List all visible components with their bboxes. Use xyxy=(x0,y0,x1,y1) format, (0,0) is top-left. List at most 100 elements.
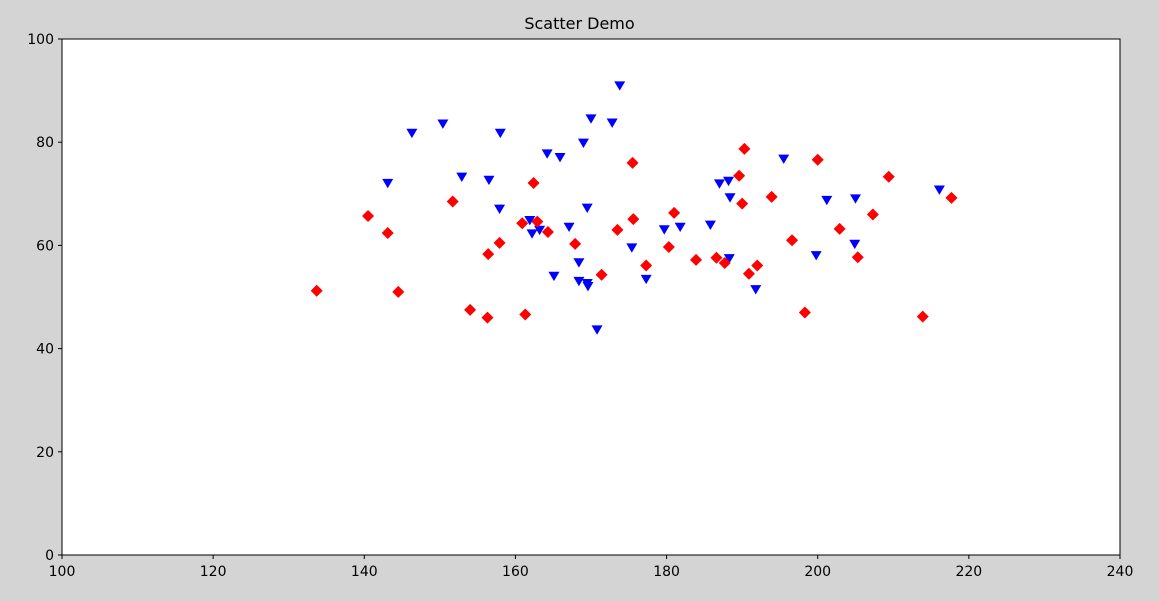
axis-ticks: 100 120 140 160 180 200 220 240 0 20 40 60 80 100 xyxy=(27,32,1133,580)
data-point-triangle xyxy=(724,193,736,203)
data-point-triangle xyxy=(614,81,626,91)
data-point-diamond xyxy=(811,153,824,166)
data-point-diamond xyxy=(866,208,879,221)
data-point-triangle xyxy=(541,149,553,159)
data-point-diamond xyxy=(710,251,723,264)
data-point-triangle xyxy=(810,251,822,261)
data-point-diamond xyxy=(381,227,394,240)
data-point-triangle xyxy=(850,194,861,204)
data-point-triangle xyxy=(821,195,833,206)
y-tick-label: 80 xyxy=(36,135,54,151)
data-point-triangle xyxy=(658,225,670,235)
data-point-triangle xyxy=(582,282,594,292)
data-point-triangle xyxy=(526,229,538,239)
x-tick-label: 160 xyxy=(502,564,529,580)
x-tick-label: 120 xyxy=(200,564,227,580)
data-point-triangle xyxy=(585,114,597,124)
data-point-triangle xyxy=(456,172,468,182)
data-point-diamond xyxy=(464,303,477,316)
plot-area xyxy=(62,39,1120,555)
chart-title: Scatter Demo xyxy=(524,14,635,33)
data-point-diamond xyxy=(392,285,405,298)
data-point-triangle xyxy=(554,153,566,163)
data-point-diamond xyxy=(481,311,494,324)
data-point-triangle xyxy=(713,179,725,189)
x-tick-label: 180 xyxy=(653,564,680,580)
y-tick-label: 0 xyxy=(45,548,54,564)
y-tick-label: 100 xyxy=(27,32,54,48)
x-tick-label: 140 xyxy=(351,564,378,580)
x-tick-label: 220 xyxy=(955,564,982,580)
data-point-triangle xyxy=(581,203,593,213)
data-point-diamond xyxy=(446,195,459,208)
data-point-diamond xyxy=(718,256,731,269)
data-point-triangle xyxy=(849,239,861,250)
data-point-triangle xyxy=(626,243,638,253)
data-point-diamond xyxy=(627,213,640,226)
data-point-diamond xyxy=(916,310,929,323)
y-tick-label: 60 xyxy=(36,238,54,254)
data-point-diamond xyxy=(362,209,375,222)
data-point-diamond xyxy=(742,267,755,280)
data-point-diamond xyxy=(519,308,532,321)
data-point-diamond xyxy=(527,176,540,189)
data-point-diamond xyxy=(736,197,749,210)
data-point-diamond xyxy=(668,206,681,219)
x-tick-label: 100 xyxy=(49,564,76,580)
data-points xyxy=(310,81,958,335)
data-point-triangle xyxy=(494,128,506,139)
data-point-diamond xyxy=(569,237,582,250)
x-tick-label: 200 xyxy=(804,564,831,580)
y-tick-label: 20 xyxy=(36,445,54,461)
data-point-diamond xyxy=(541,225,554,238)
data-point-triangle xyxy=(483,175,495,186)
x-tick-label: 240 xyxy=(1107,564,1134,580)
data-point-triangle xyxy=(704,220,716,230)
data-point-diamond xyxy=(833,222,846,235)
data-point-triangle xyxy=(577,138,589,148)
data-point-triangle xyxy=(548,271,560,282)
data-point-triangle xyxy=(406,128,418,139)
data-point-diamond xyxy=(751,259,764,272)
data-point-triangle xyxy=(778,154,790,164)
data-point-diamond xyxy=(662,240,675,253)
data-point-triangle xyxy=(382,178,394,189)
data-point-diamond xyxy=(482,248,495,261)
data-point-diamond xyxy=(798,306,811,319)
data-point-diamond xyxy=(851,251,864,264)
data-point-diamond xyxy=(882,170,895,183)
data-point-diamond xyxy=(765,190,778,203)
data-point-triangle xyxy=(563,222,575,233)
data-point-triangle xyxy=(933,185,945,195)
data-point-triangle xyxy=(494,204,506,214)
data-point-triangle xyxy=(437,119,449,129)
data-point-triangle xyxy=(524,215,536,226)
data-point-diamond xyxy=(690,253,703,266)
data-point-triangle xyxy=(534,225,546,236)
data-point-diamond xyxy=(786,234,799,247)
data-point-diamond xyxy=(738,142,751,155)
data-point-triangle xyxy=(591,325,603,335)
data-point-diamond xyxy=(626,156,639,169)
data-point-diamond xyxy=(531,215,544,228)
data-point-triangle xyxy=(573,258,585,268)
data-point-triangle xyxy=(674,222,686,233)
data-point-triangle xyxy=(573,276,585,287)
data-point-diamond xyxy=(945,191,958,204)
plot-frame xyxy=(61,38,1121,556)
data-point-diamond xyxy=(310,284,323,297)
data-point-diamond xyxy=(733,169,746,182)
data-point-diamond xyxy=(595,268,608,281)
data-point-triangle xyxy=(640,274,652,285)
y-tick-label: 40 xyxy=(36,342,54,358)
data-point-diamond xyxy=(640,259,653,272)
data-point-triangle xyxy=(723,176,735,187)
data-point-triangle xyxy=(750,285,762,295)
data-point-triangle xyxy=(723,254,735,264)
data-point-triangle xyxy=(606,118,618,128)
data-point-diamond xyxy=(493,236,506,249)
data-point-diamond xyxy=(516,217,529,230)
data-point-diamond xyxy=(611,223,624,236)
